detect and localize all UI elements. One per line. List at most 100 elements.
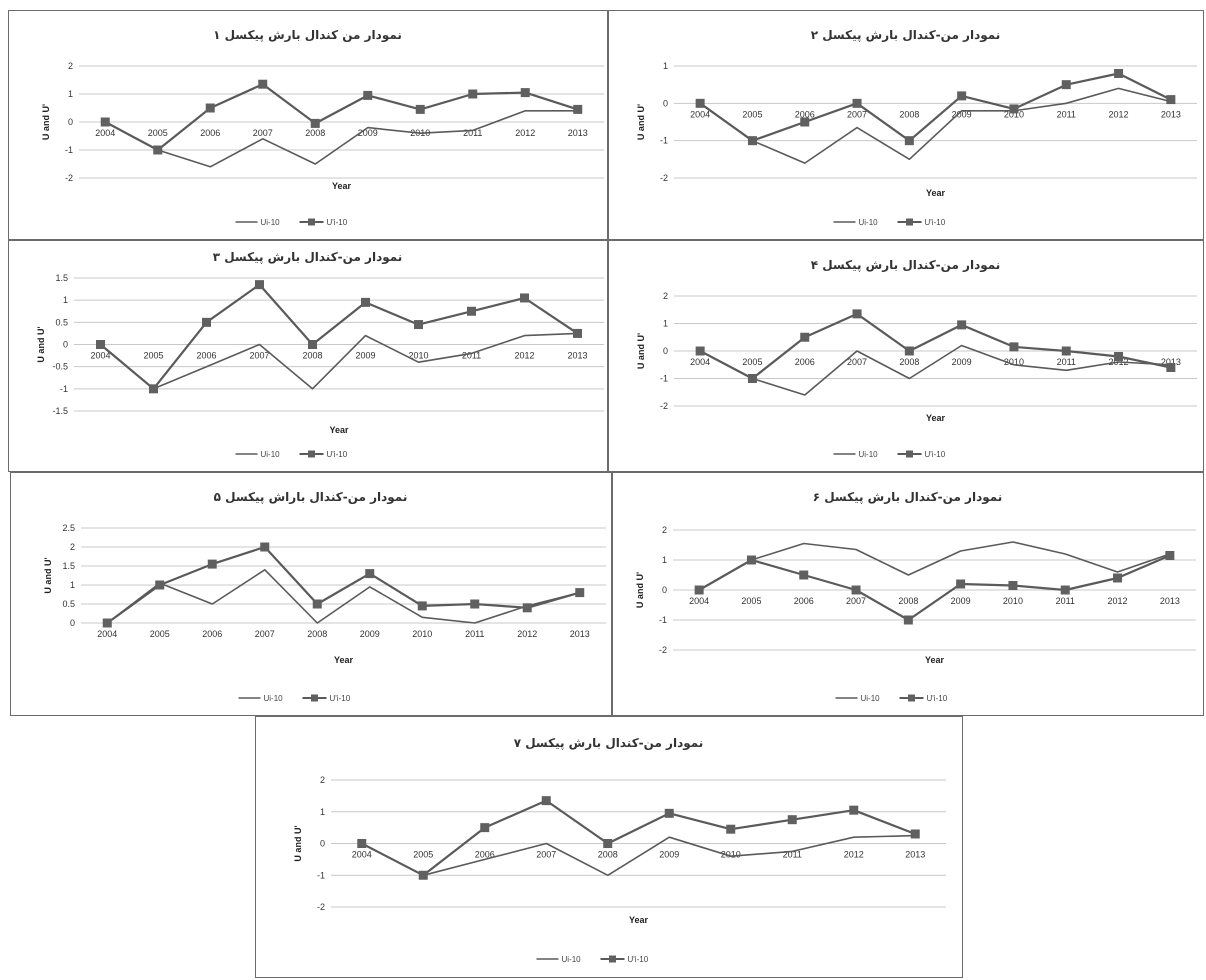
data-point-marker — [414, 320, 423, 330]
y-tick-label: 2 — [663, 291, 668, 301]
legend-marker — [908, 694, 915, 702]
y-tick-label: -1 — [659, 615, 667, 625]
y-tick-label: -0.5 — [52, 362, 68, 372]
data-point-marker — [308, 340, 317, 349]
x-tick-label: 2013 — [1161, 357, 1181, 367]
y-axis-label: U and U' — [41, 104, 51, 140]
data-point-marker — [541, 796, 551, 806]
data-point-marker — [851, 585, 861, 595]
x-tick-label: 2006 — [795, 357, 815, 367]
chart-title: نمودار من-کندال بارش پیکسل ۴ — [811, 258, 1001, 273]
series-line-ui — [699, 344, 1171, 396]
y-tick-label: -2 — [317, 902, 325, 912]
data-point-marker — [1165, 551, 1175, 560]
chart-svg-6: نمودار من-کندال بارش پیکسل ۶ 2 1 0 -1 -2 U and… — [635, 490, 1196, 703]
data-point-marker — [522, 603, 532, 613]
y-tick-label: 1 — [662, 555, 667, 565]
y-tick-label: 0 — [662, 585, 667, 595]
x-tick-label: 2005 — [143, 351, 163, 361]
data-point-marker — [363, 90, 373, 100]
x-tick-label: 2004 — [689, 596, 709, 606]
y-tick-label: -1.5 — [52, 406, 68, 416]
data-point-marker — [1009, 104, 1019, 114]
x-tick-label: 2013 — [570, 629, 590, 639]
data-point-marker — [800, 332, 810, 342]
y-tick-label: 1.5 — [55, 273, 68, 283]
data-point-marker — [575, 588, 585, 598]
x-tick-label: 2012 — [514, 351, 534, 361]
data-point-marker — [1166, 95, 1176, 105]
y-tick-label: -2 — [660, 173, 668, 183]
x-tick-label: 2005 — [742, 357, 762, 367]
y-tick-label: -2 — [660, 401, 668, 411]
x-tick-label: 2007 — [847, 109, 867, 119]
legend-marker — [308, 218, 315, 226]
data-point-marker — [207, 559, 217, 569]
data-point-marker — [573, 328, 582, 338]
series-line-u-prime — [698, 554, 1171, 622]
x-tick-label: 2006 — [196, 351, 216, 361]
x-tick-label: 2007 — [536, 850, 556, 860]
y-tick-label: 0 — [63, 340, 68, 350]
y-tick-label: 0 — [663, 346, 668, 356]
series-line-u-prime — [106, 545, 581, 624]
x-tick-label: 2008 — [305, 128, 325, 138]
x-tick-label: 2011 — [1057, 357, 1076, 367]
data-point-marker — [417, 601, 427, 611]
chart-title: نمودار من-کندال باراش پیکسل ۵ — [214, 490, 408, 505]
chart-panel-2: نمودار من-کندال بارش پیکسل ۲ 1 0 -1 -2 U and … — [608, 10, 1204, 240]
chart-panel-5: نمودار من-کندال باراش پیکسل ۵ 2.5 2 1.5 1 0.5… — [10, 472, 612, 716]
chart-svg-5: نمودار من-کندال باراش پیکسل ۵ 2.5 2 1.5 1 0.5… — [43, 490, 606, 703]
data-point-marker — [1113, 573, 1123, 583]
data-point-marker — [418, 870, 428, 880]
data-point-marker — [153, 145, 163, 155]
x-tick-label: 2004 — [97, 629, 117, 639]
y-axis-label: U and U' — [36, 326, 46, 362]
y-tick-label: 1 — [320, 807, 325, 817]
legend-marker — [906, 218, 913, 226]
legend-label: U'i-10 — [327, 218, 348, 227]
data-point-marker — [910, 829, 920, 839]
x-tick-label: 2004 — [90, 351, 110, 361]
series-line-u-prime — [99, 283, 579, 390]
data-point-marker — [361, 297, 370, 307]
y-axis-label: U and U' — [635, 572, 645, 608]
x-tick-label: 2007 — [253, 128, 273, 138]
x-tick-label: 2008 — [899, 357, 919, 367]
x-axis-label: Year — [925, 655, 945, 665]
x-tick-label: 2004 — [352, 850, 372, 860]
y-tick-label: 0.5 — [55, 317, 68, 327]
data-point-marker — [260, 542, 270, 552]
data-point-marker — [787, 815, 797, 825]
y-tick-label: 2 — [320, 775, 325, 785]
x-tick-label: 2011 — [463, 128, 482, 138]
y-tick-label: 0 — [663, 98, 668, 108]
data-point-marker — [957, 91, 967, 101]
legend-label: Ui-10 — [859, 218, 879, 227]
data-point-marker — [1061, 346, 1071, 356]
data-point-marker — [467, 306, 476, 316]
x-tick-label: 2005 — [742, 109, 762, 119]
y-tick-label: 0.5 — [62, 599, 75, 609]
x-tick-label: 2009 — [951, 596, 971, 606]
x-tick-label: 2011 — [1056, 596, 1075, 606]
data-point-marker — [956, 579, 966, 589]
data-point-marker — [849, 805, 859, 815]
legend-marker — [311, 694, 318, 702]
y-tick-label: 1 — [663, 319, 668, 329]
x-tick-label: 2010 — [1004, 357, 1024, 367]
data-point-marker — [520, 88, 530, 98]
legend-label: U'i-10 — [925, 218, 946, 227]
legend-marker — [609, 955, 616, 963]
x-tick-label: 2010 — [412, 629, 432, 639]
series-line-ui — [99, 332, 578, 390]
data-point-marker — [258, 79, 268, 89]
data-point-marker — [695, 98, 705, 108]
x-tick-label: 2008 — [899, 109, 919, 119]
series-line-ui — [698, 541, 1171, 591]
x-tick-label: 2011 — [465, 629, 484, 639]
x-tick-label: 2013 — [1160, 596, 1180, 606]
data-point-marker — [255, 280, 264, 290]
chart-title: نمودار من-کندال بارش پیکسل ۲ — [811, 28, 1001, 43]
chart-title: نمودار من-کندال بارش پیکسل ۶ — [813, 490, 1003, 505]
